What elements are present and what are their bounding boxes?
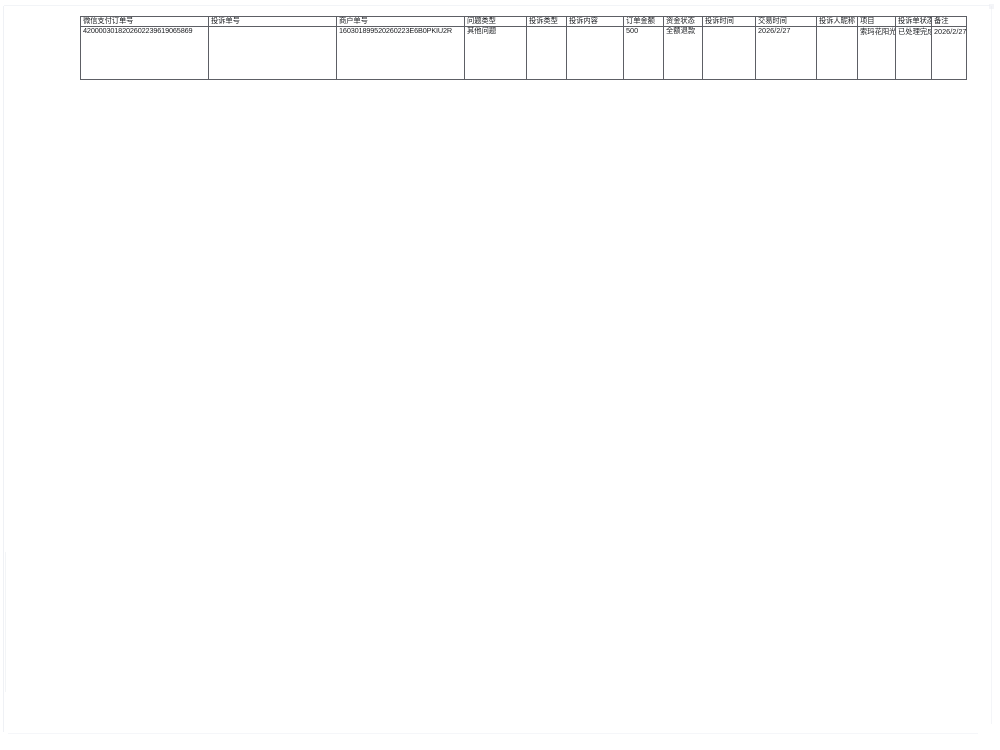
column-header-merchant-order-no: 商户单号	[336, 16, 465, 27]
scan-edge-artifact-bottom	[8, 733, 978, 734]
column-header-transaction-time: 交易时间	[755, 16, 817, 27]
cell-remark: 2026/2/27直接从商户号退款	[931, 26, 967, 80]
scan-edge-artifact-left-lower	[5, 552, 6, 692]
column-header-fund-status: 资金状态	[663, 16, 703, 27]
cell-complaint-status: 已处理完成	[895, 26, 932, 80]
column-header-order-amount: 订单金额	[623, 16, 664, 27]
complaint-record-table: 微信支付订单号 投诉单号 商户单号 问题类型 投诉类型 投诉内容 订单金额 资金…	[80, 16, 967, 80]
column-header-complaint-no: 投诉单号	[208, 16, 337, 27]
cell-order-amount: 500	[623, 26, 664, 80]
column-header-complaint-content: 投诉内容	[566, 16, 624, 27]
scan-edge-artifact-top	[4, 5, 990, 6]
table-row: 4200003018202602239619065869 16030189952…	[80, 26, 967, 80]
column-header-remark: 备注	[931, 16, 967, 27]
scan-corner-artifact	[989, 4, 994, 9]
table-header-row: 微信支付订单号 投诉单号 商户单号 问题类型 投诉类型 投诉内容 订单金额 资金…	[80, 16, 967, 27]
cell-merchant-order-no: 160301899520260223E6B0PKIU2R	[336, 26, 465, 80]
scan-edge-artifact-right	[991, 6, 992, 724]
column-header-problem-type: 问题类型	[464, 16, 527, 27]
cell-fund-status: 全额退款	[663, 26, 703, 80]
cell-problem-type: 其他问题	[464, 26, 527, 80]
column-header-complaint-time: 投诉时间	[702, 16, 756, 27]
cell-complaint-type	[526, 26, 567, 80]
column-header-complaint-status: 投诉单状态	[895, 16, 932, 27]
cell-complaint-no	[208, 26, 337, 80]
column-header-complaint-type: 投诉类型	[526, 16, 567, 27]
cell-project: 索玛花阳光早餐	[857, 26, 896, 80]
cell-complaint-content	[566, 26, 624, 80]
column-header-project: 项目	[857, 16, 896, 27]
scan-edge-artifact-left	[3, 6, 4, 732]
column-header-wechat-pay-order-no: 微信支付订单号	[80, 16, 209, 27]
cell-complaint-time	[702, 26, 756, 80]
cell-complainant-nickname	[816, 26, 858, 80]
cell-wechat-pay-order-no: 4200003018202602239619065869	[80, 26, 209, 80]
cell-transaction-time: 2026/2/27	[755, 26, 817, 80]
column-header-complainant-nickname: 投诉人昵称	[816, 16, 858, 27]
